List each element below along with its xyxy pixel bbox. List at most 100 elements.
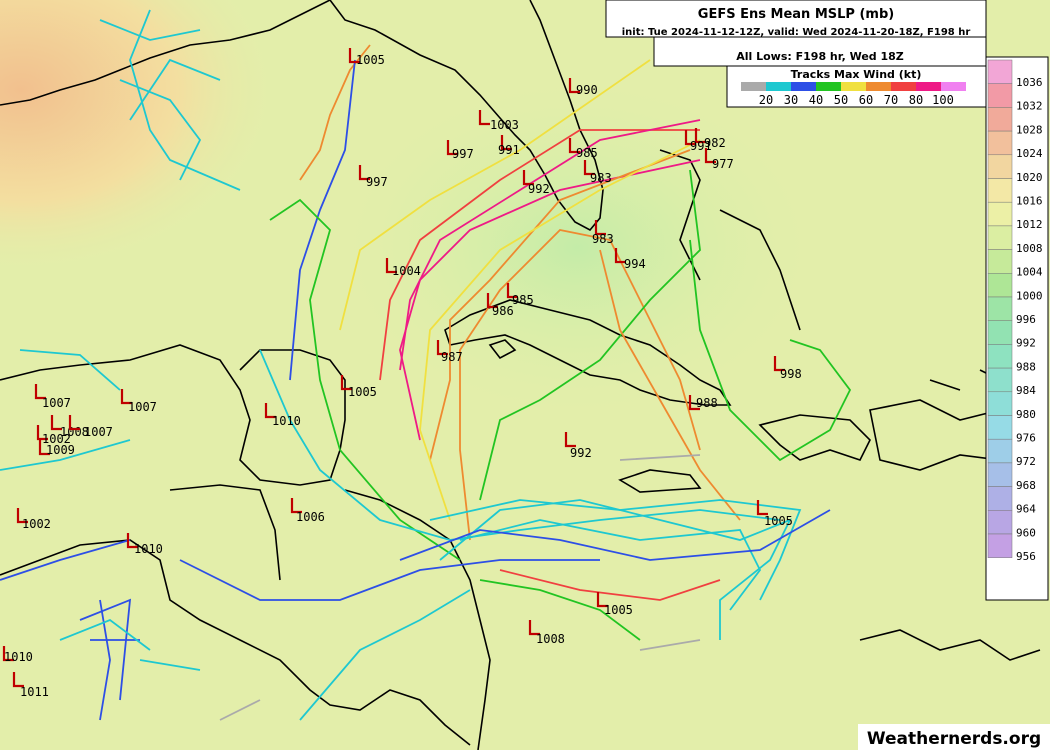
colorbar-box [987,130,1013,156]
florida [329,0,604,232]
track [399,119,701,371]
tracks [0,9,852,721]
low-label: 982 [704,136,726,150]
low-label: 1006 [296,510,325,524]
low-label: 994 [624,257,646,271]
low-marker [614,248,626,264]
track [0,349,131,471]
low-label: 1003 [490,118,519,132]
colorbar-boxes: 1036 1032 1028 1024 1020 1016 1012 1008 1004 1000… [987,59,1043,563]
wind-swatch [916,82,941,91]
low-marker [348,48,360,64]
low-marker [684,130,696,146]
colorbar-label: 1016 [1016,195,1043,208]
colorbar-label: 984 [1016,384,1036,397]
low-label: 1002 [42,432,71,446]
track [399,509,831,561]
wind-label: 20 [759,93,773,107]
colorbar-box [987,533,1013,558]
colorbar-box [987,438,1013,464]
low-label: 1008 [60,425,89,439]
wind-legend-title: Tracks Max Wind (kt) [791,68,922,81]
colorbar-label: 992 [1016,337,1036,350]
low-marker [16,508,28,524]
low-marker [68,415,80,431]
low-marker [506,283,518,299]
colorbar-box [987,154,1013,179]
colorbar-box [987,201,1013,227]
colorbar-label: 1036 [1016,76,1043,89]
low-label: 986 [492,304,514,318]
wind-swatch [766,82,791,91]
wind-label: 60 [859,93,873,107]
low-marker [500,135,512,151]
colorbar-label: 1020 [1016,171,1043,184]
wind-swatch [741,82,766,91]
wind-label: 100 [932,93,954,107]
low-label: 992 [570,446,592,460]
colorbar-label: 1000 [1016,289,1043,302]
isla-juventud [488,339,517,360]
low-marker [358,165,370,181]
low-marker [340,375,352,391]
low-marker [36,425,48,441]
low-label: 988 [696,396,718,410]
low-marker [522,170,534,186]
low-label: 985 [576,146,598,160]
watermark-box [858,724,1050,750]
colorbar-box [987,83,1013,108]
low-marker [568,78,580,94]
low-marker [694,128,706,144]
track [599,249,741,521]
low-label: 992 [528,182,550,196]
colorbar-box [987,59,1013,84]
track [429,499,802,601]
wind-swatch [866,82,891,91]
colorbar-box [987,273,1013,298]
colorbar-box [987,107,1013,132]
colorbar-box [987,367,1013,393]
header: GEFS Ens Mean MSLP (mb) init: Tue 2024-1… [605,0,987,108]
low-marker [38,440,50,456]
gulf-coast [0,0,331,106]
low-label: 998 [780,367,802,381]
low-marker [126,533,138,549]
track [179,559,600,601]
track [399,159,701,441]
low-label: 985 [512,293,534,307]
low-label: 1010 [134,542,163,556]
low-label: 1011 [20,685,49,699]
track [99,9,241,191]
wind-swatch [791,82,816,91]
hispaniola-west [758,414,871,461]
track [269,198,461,561]
low-marker [528,620,540,636]
track [459,229,701,541]
track [439,499,792,640]
low-marker [478,110,490,126]
low-marker [688,395,700,411]
colorbar-box [987,486,1013,511]
low-label: 1009 [46,443,75,457]
low-marker [446,140,458,156]
colorbar-label: 964 [1016,503,1036,516]
track [219,454,701,721]
low-label: 991 [498,143,520,157]
track [499,569,721,601]
low-label: 1004 [392,264,421,278]
wind-swatch [816,82,841,91]
low-marker [704,148,716,164]
colorbar-box [987,391,1013,416]
track [459,519,762,611]
low-label: 991 [690,139,712,153]
low-marker [34,384,46,400]
colorbar-label: 1008 [1016,242,1043,255]
track [259,349,781,541]
colorbar-label: 972 [1016,455,1036,468]
central-america-caribbean [344,489,491,751]
low-marker [596,592,608,608]
low-label: 1010 [272,414,301,428]
colorbar-label: 960 [1016,526,1036,539]
wind-label: 50 [834,93,848,107]
colorbar-box [987,510,1013,535]
